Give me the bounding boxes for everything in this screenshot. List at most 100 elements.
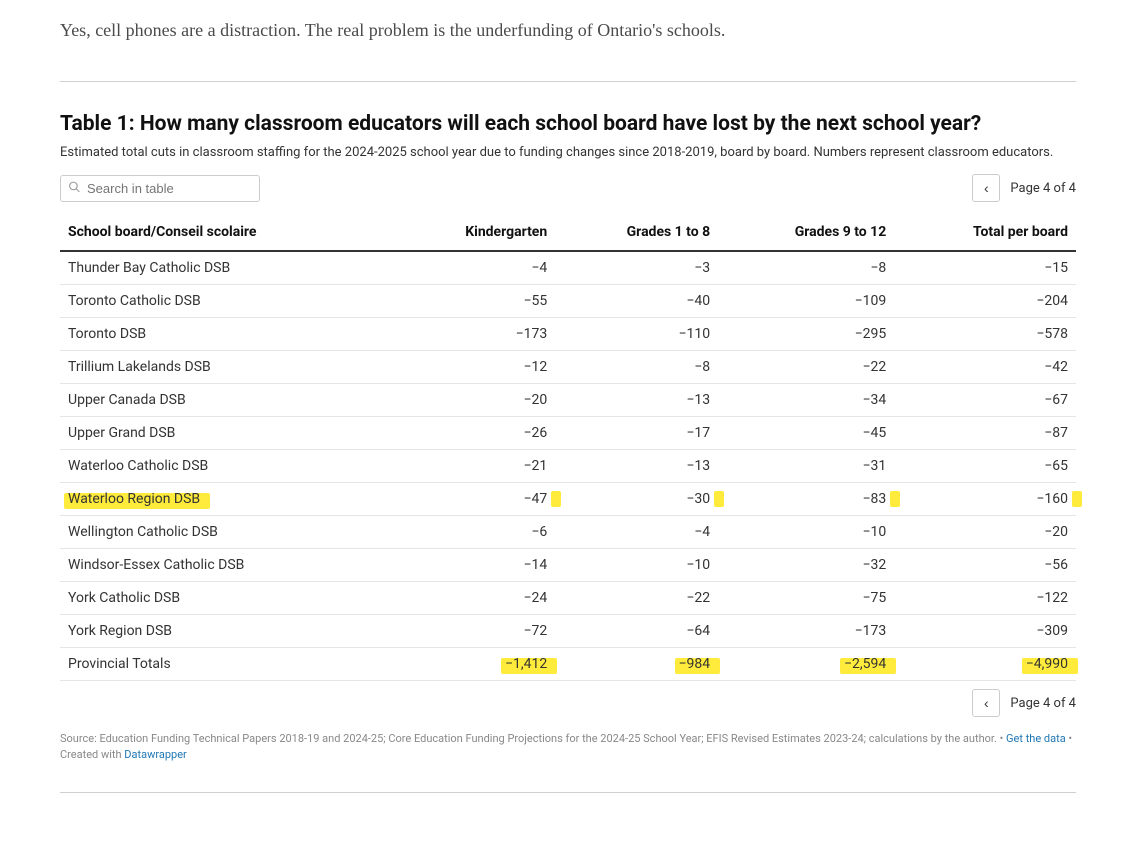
table-row: Upper Grand DSB−26−17−45−87 <box>60 417 1076 450</box>
cell-value: −64 <box>555 615 718 648</box>
table-row: Wellington Catholic DSB−6−4−10−20 <box>60 516 1076 549</box>
cell-board: Provincial Totals <box>60 648 395 681</box>
cell-value: −26 <box>395 417 555 450</box>
cell-value: −20 <box>395 384 555 417</box>
table-row: Upper Canada DSB−20−13−34−67 <box>60 384 1076 417</box>
table-body: Thunder Bay Catholic DSB−4−3−8−15Toronto… <box>60 251 1076 681</box>
cell-value: −32 <box>718 549 894 582</box>
search-input[interactable] <box>60 175 260 202</box>
cell-board: Toronto Catholic DSB <box>60 285 395 318</box>
cell-value: −42 <box>894 351 1076 384</box>
cell-value: −6 <box>395 516 555 549</box>
cell-value: −4 <box>395 251 555 285</box>
cell-value: −17 <box>555 417 718 450</box>
chevron-left-icon: ‹ <box>984 695 989 711</box>
table-title: Table 1: How many classroom educators wi… <box>60 112 1076 136</box>
cell-value: −8 <box>718 251 894 285</box>
cell-value: −31 <box>718 450 894 483</box>
table-row: Provincial Totals−1,412−984−2,594−4,990 <box>60 648 1076 681</box>
cell-value: −83 <box>718 483 894 516</box>
cell-board: Upper Grand DSB <box>60 417 395 450</box>
cell-value: −122 <box>894 582 1076 615</box>
cell-value: −3 <box>555 251 718 285</box>
cell-value: −13 <box>555 384 718 417</box>
cell-value: −30 <box>555 483 718 516</box>
cell-value: −40 <box>555 285 718 318</box>
divider-top <box>60 81 1076 82</box>
table-row: Toronto Catholic DSB−55−40−109−204 <box>60 285 1076 318</box>
table-row: Waterloo Catholic DSB−21−13−31−65 <box>60 450 1076 483</box>
cell-board: Toronto DSB <box>60 318 395 351</box>
source-note: Source: Education Funding Technical Pape… <box>60 731 1076 762</box>
cell-value: −87 <box>894 417 1076 450</box>
table-description: Estimated total cuts in classroom staffi… <box>60 144 1076 162</box>
cell-board: York Catholic DSB <box>60 582 395 615</box>
cell-value: −10 <box>718 516 894 549</box>
cell-value: −4 <box>555 516 718 549</box>
col-grades-1-8[interactable]: Grades 1 to 8 <box>555 214 718 251</box>
col-kindergarten[interactable]: Kindergarten <box>395 214 555 251</box>
cell-board: Upper Canada DSB <box>60 384 395 417</box>
source-text: Source: Education Funding Technical Pape… <box>60 732 1006 745</box>
page-label: Page 4 of 4 <box>1010 181 1076 196</box>
cell-board: York Region DSB <box>60 615 395 648</box>
cell-value: −47 <box>395 483 555 516</box>
pager-top: ‹ Page 4 of 4 <box>972 174 1076 202</box>
table-row: Toronto DSB−173−110−295−578 <box>60 318 1076 351</box>
cell-board: Wellington Catholic DSB <box>60 516 395 549</box>
table-row: Waterloo Region DSB−47−30−83−160 <box>60 483 1076 516</box>
data-table: School board/Conseil scolaire Kindergart… <box>60 214 1076 681</box>
prev-page-button-bottom[interactable]: ‹ <box>972 689 1000 717</box>
cell-board: Waterloo Catholic DSB <box>60 450 395 483</box>
intro-text: Yes, cell phones are a distraction. The … <box>60 20 1076 41</box>
col-grades-9-12[interactable]: Grades 9 to 12 <box>718 214 894 251</box>
table-header-row: School board/Conseil scolaire Kindergart… <box>60 214 1076 251</box>
cell-value: −24 <box>395 582 555 615</box>
cell-value: −173 <box>395 318 555 351</box>
cell-value: −295 <box>718 318 894 351</box>
cell-value: −1,412 <box>395 648 555 681</box>
cell-value: −14 <box>395 549 555 582</box>
cell-value: −309 <box>894 615 1076 648</box>
pager-bottom: ‹ Page 4 of 4 <box>972 689 1076 717</box>
table-row: York Region DSB−72−64−173−309 <box>60 615 1076 648</box>
prev-page-button[interactable]: ‹ <box>972 174 1000 202</box>
cell-value: −72 <box>395 615 555 648</box>
cell-value: −55 <box>395 285 555 318</box>
table-row: Thunder Bay Catholic DSB−4−3−8−15 <box>60 251 1076 285</box>
cell-value: −21 <box>395 450 555 483</box>
cell-value: −173 <box>718 615 894 648</box>
cell-value: −578 <box>894 318 1076 351</box>
cell-board: Thunder Bay Catholic DSB <box>60 251 395 285</box>
cell-value: −2,594 <box>718 648 894 681</box>
chevron-left-icon: ‹ <box>984 180 989 196</box>
get-data-link[interactable]: Get the data <box>1006 732 1066 745</box>
cell-board: Trillium Lakelands DSB <box>60 351 395 384</box>
cell-value: −160 <box>894 483 1076 516</box>
cell-value: −20 <box>894 516 1076 549</box>
cell-value: −15 <box>894 251 1076 285</box>
cell-board: Windsor-Essex Catholic DSB <box>60 549 395 582</box>
cell-value: −12 <box>395 351 555 384</box>
table-row: Trillium Lakelands DSB−12−8−22−42 <box>60 351 1076 384</box>
cell-value: −45 <box>718 417 894 450</box>
col-board[interactable]: School board/Conseil scolaire <box>60 214 395 251</box>
cell-value: −67 <box>894 384 1076 417</box>
cell-value: −8 <box>555 351 718 384</box>
datawrapper-link[interactable]: Datawrapper <box>124 748 186 761</box>
cell-value: −10 <box>555 549 718 582</box>
cell-value: −4,990 <box>894 648 1076 681</box>
cell-value: −984 <box>555 648 718 681</box>
search-wrapper <box>60 175 260 202</box>
divider-bottom <box>60 792 1076 793</box>
table-row: York Catholic DSB−24−22−75−122 <box>60 582 1076 615</box>
cell-value: −13 <box>555 450 718 483</box>
cell-value: −34 <box>718 384 894 417</box>
table-controls: ‹ Page 4 of 4 <box>60 174 1076 202</box>
cell-value: −22 <box>718 351 894 384</box>
col-total[interactable]: Total per board <box>894 214 1076 251</box>
table-row: Windsor-Essex Catholic DSB−14−10−32−56 <box>60 549 1076 582</box>
cell-value: −56 <box>894 549 1076 582</box>
cell-value: −75 <box>718 582 894 615</box>
pager-bottom-wrap: ‹ Page 4 of 4 <box>60 689 1076 717</box>
